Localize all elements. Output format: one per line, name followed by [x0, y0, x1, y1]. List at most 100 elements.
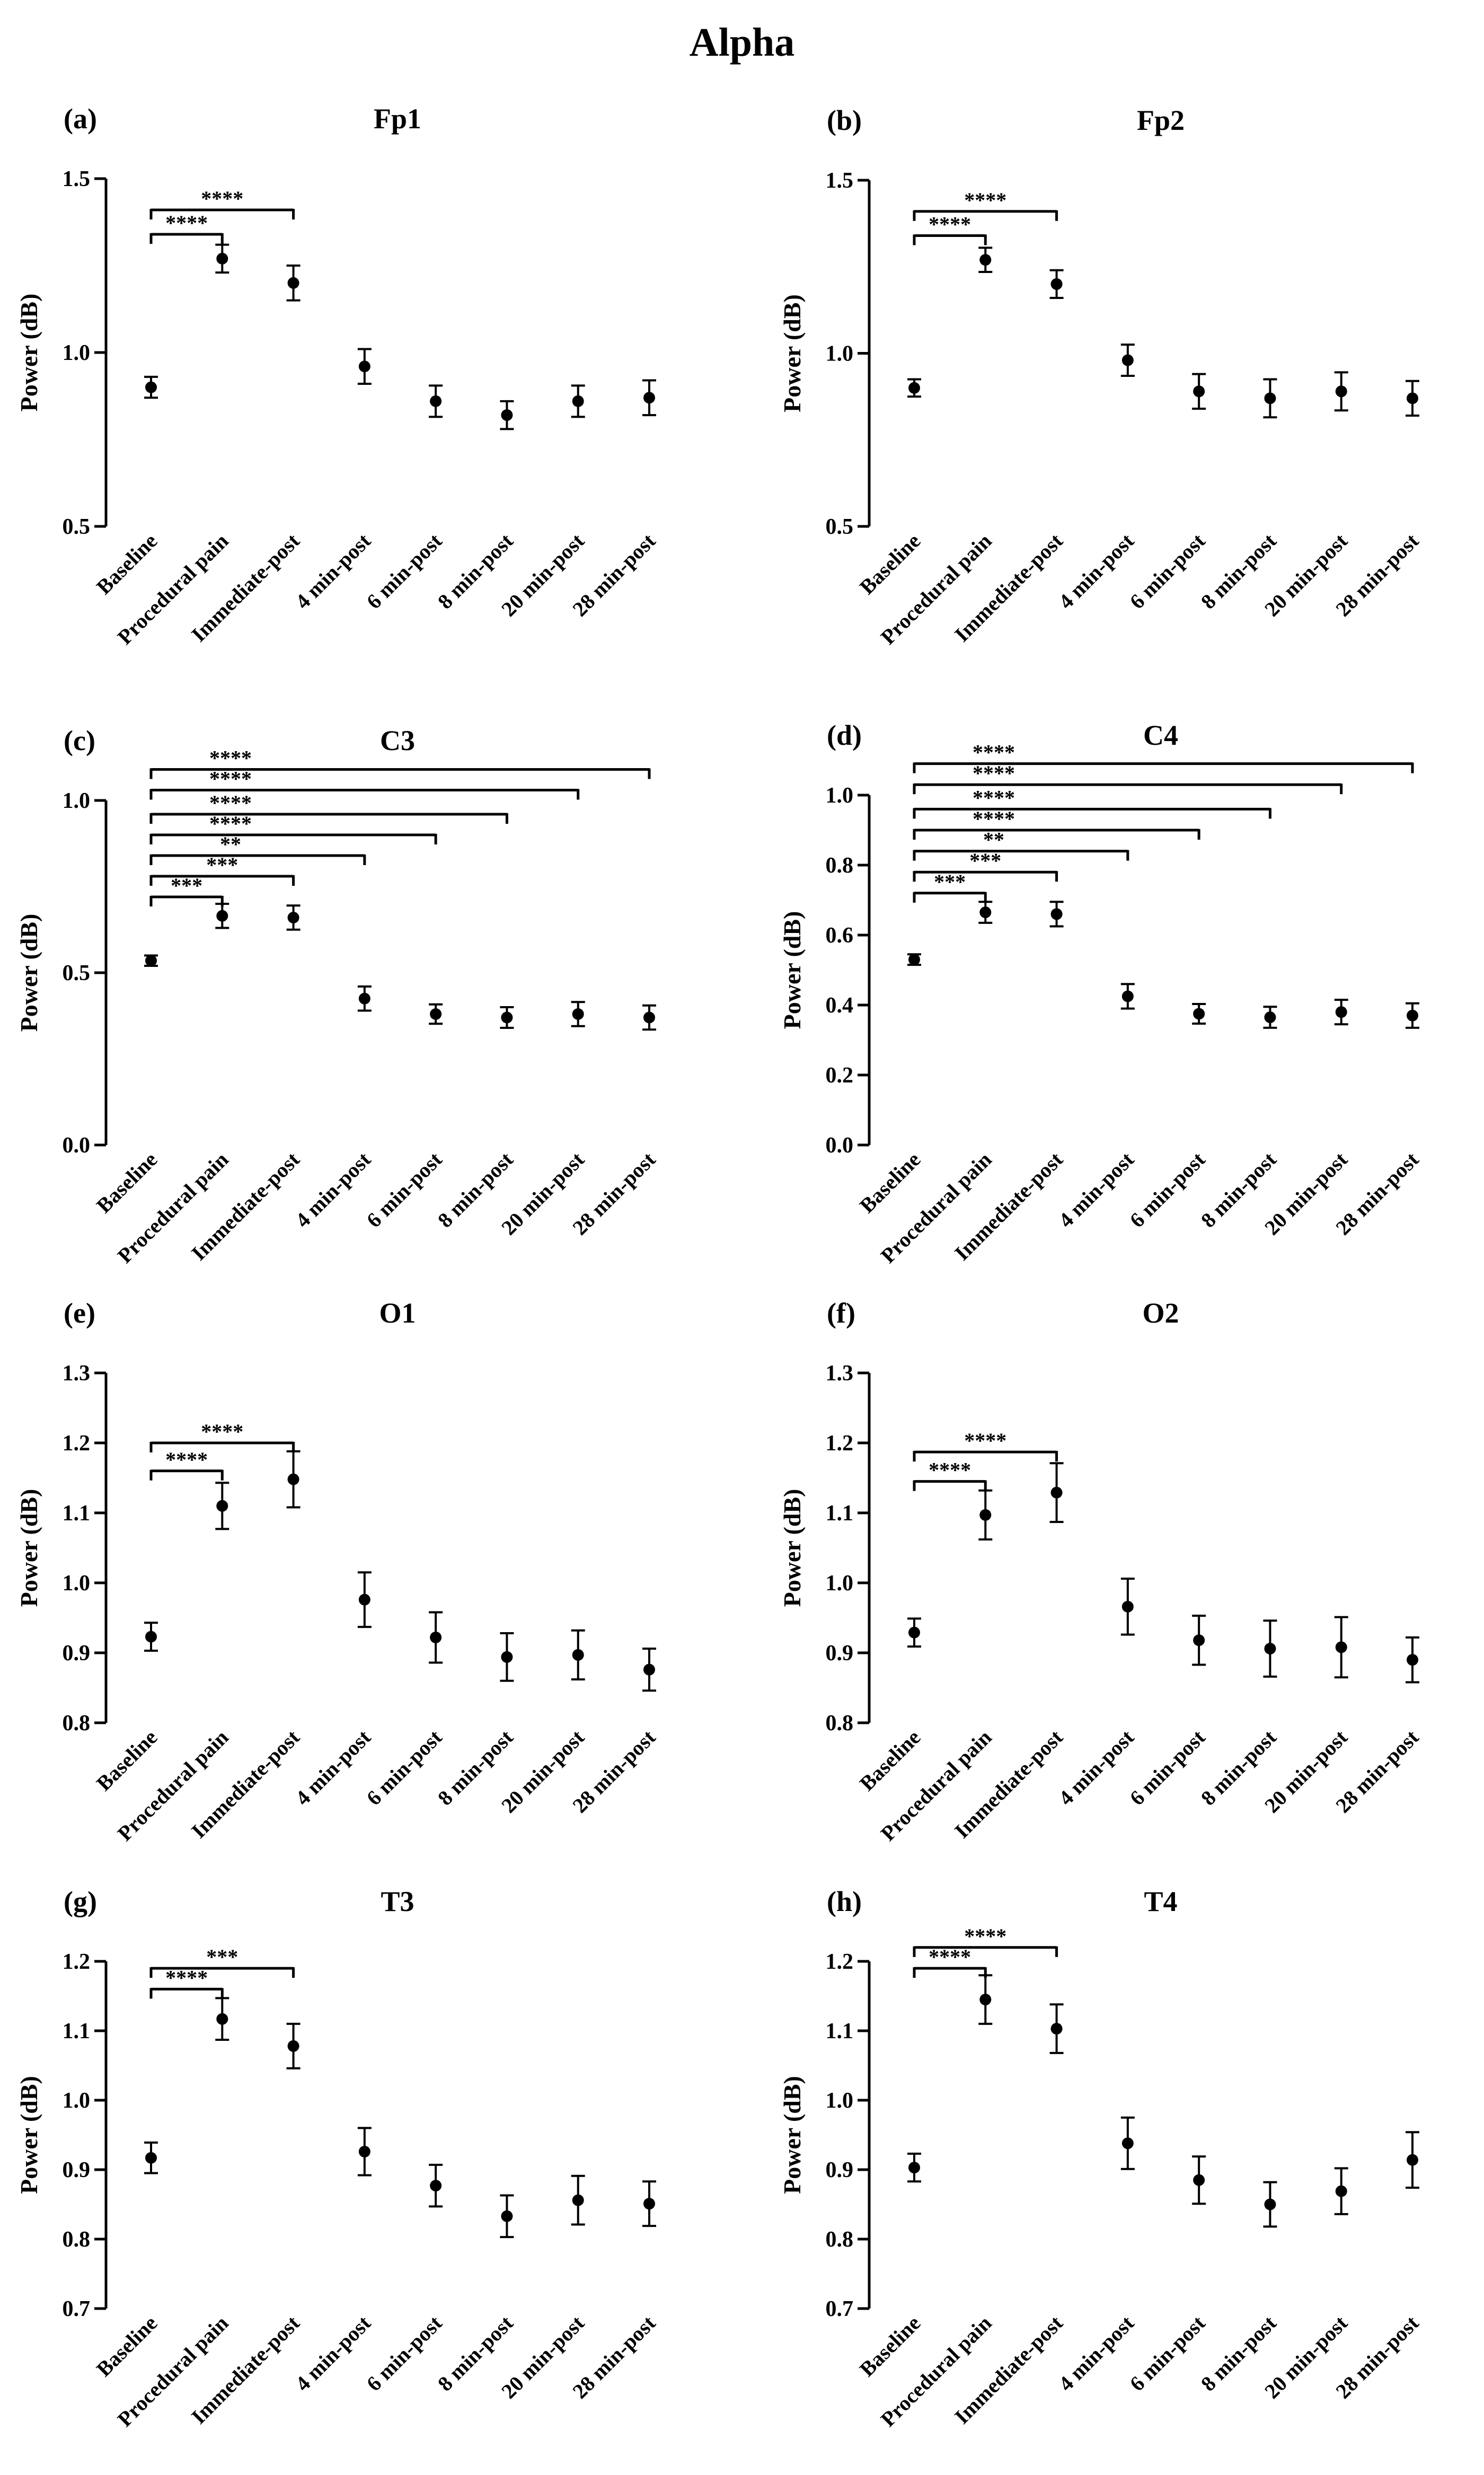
x-tick-label: Baseline: [92, 2311, 162, 2381]
data-point: [979, 254, 992, 266]
significance-label: ****: [964, 1429, 1006, 1452]
data-point: [572, 395, 584, 407]
data-point: [145, 955, 157, 967]
y-axis-label: Power (dB): [15, 914, 42, 1032]
significance-label: ****: [209, 791, 252, 815]
panel-o1: (e) O1 0.8 0.9 1.0 1.1 1.2 1.3 Power (dB) Baselin…: [15, 1297, 660, 1845]
x-tick-label: 4 min-post: [290, 2311, 375, 2395]
data-point: [501, 1651, 513, 1663]
y-axis-label: Power (dB): [779, 911, 806, 1029]
data-point: [1264, 1643, 1276, 1655]
data-point: [501, 1011, 513, 1024]
panel-title: T4: [1144, 1886, 1177, 1917]
data-point: [1050, 1486, 1063, 1499]
x-tick-label: 4 min-post: [1054, 1147, 1138, 1232]
data-point: [145, 381, 157, 393]
data-point: [216, 2013, 228, 2025]
x-tick-label: 6 min-post: [362, 529, 447, 613]
x-tick-label: 6 min-post: [1125, 529, 1210, 613]
data-point: [979, 1509, 992, 1521]
x-tick-label: Baseline: [92, 529, 162, 599]
y-tick-label: 0.5: [63, 961, 91, 985]
panel-t4: (h) T4 0.7 0.8 0.9 1.0 1.1 1.2 Power (dB) Baselin…: [779, 1886, 1424, 2431]
data-point: [430, 395, 442, 407]
y-tick-label: 1.1: [63, 1501, 91, 1526]
y-tick-label: 1.0: [826, 342, 854, 366]
panel-c4: (d) C4 0.0 0.2 0.4 0.6 0.8 1.0 Power (dB) Baselin…: [779, 719, 1424, 1267]
y-tick-label: 0.8: [826, 1711, 854, 1736]
y-tick-label: 0.8: [826, 853, 854, 878]
data-point: [643, 392, 655, 404]
data-point: [1121, 1600, 1134, 1613]
data-point: [358, 992, 370, 1005]
y-axis-label: Power (dB): [779, 294, 806, 412]
y-tick-label: 1.2: [63, 1950, 91, 1974]
y-tick-label: 1.5: [826, 169, 854, 193]
x-tick-label: 6 min-post: [362, 1725, 447, 1810]
data-point: [643, 2198, 655, 2210]
significance-label: ****: [165, 1966, 208, 1989]
y-tick-label: 0.7: [63, 2297, 91, 2321]
data-point: [145, 2152, 157, 2164]
panel-t3: (g) T3 0.7 0.8 0.9 1.0 1.1 1.2 Power (dB) Baselin…: [15, 1886, 660, 2431]
x-tick-label: 6 min-post: [1125, 1725, 1210, 1810]
data-point: [1264, 392, 1276, 404]
y-tick-label: 1.2: [826, 1950, 854, 1974]
y-tick-label: 1.0: [63, 1571, 91, 1596]
data-point: [908, 2162, 920, 2174]
data-point: [1335, 1006, 1347, 1018]
x-tick-label: Baseline: [855, 1725, 925, 1795]
panel-label: (d): [827, 719, 862, 751]
data-point: [287, 1473, 299, 1485]
data-point: [643, 1663, 655, 1676]
y-tick-label: 0.5: [63, 515, 91, 539]
x-tick-label: 4 min-post: [1054, 529, 1138, 613]
data-point: [358, 1593, 370, 1606]
y-tick-label: 0.8: [63, 1711, 91, 1736]
data-point: [1407, 392, 1418, 404]
panel-title: C3: [380, 725, 415, 756]
y-tick-label: 1.0: [63, 789, 91, 813]
data-point: [1407, 1654, 1418, 1666]
data-point: [1264, 2198, 1276, 2210]
data-point: [287, 2040, 299, 2052]
data-point: [1121, 354, 1134, 366]
data-point: [358, 360, 370, 373]
data-point: [908, 954, 920, 966]
y-tick-label: 1.3: [63, 1361, 91, 1386]
data-point: [430, 2180, 442, 2192]
x-tick-label: 6 min-post: [362, 2311, 447, 2395]
x-tick-label: 6 min-post: [1125, 2311, 1210, 2395]
data-point: [1050, 278, 1063, 290]
data-point: [1121, 990, 1134, 1002]
significance-label: ****: [165, 1448, 208, 1472]
y-tick-label: 0.0: [826, 1133, 854, 1158]
data-point: [1335, 2185, 1347, 2197]
y-tick-label: 0.8: [63, 2227, 91, 2252]
significance-label: ***: [934, 870, 966, 894]
y-tick-label: 0.9: [63, 1641, 91, 1666]
data-point: [287, 277, 299, 289]
x-tick-label: 4 min-post: [1054, 2311, 1138, 2395]
data-point: [501, 409, 513, 421]
x-tick-label: 6 min-post: [362, 1147, 447, 1232]
panel-label: (f): [827, 1297, 855, 1329]
data-point: [979, 906, 992, 919]
panel-title: Fp2: [1137, 104, 1185, 136]
data-point: [572, 1008, 584, 1020]
x-tick-label: 4 min-post: [290, 1725, 375, 1810]
data-point: [1335, 1641, 1347, 1653]
y-tick-label: 0.7: [826, 2297, 854, 2321]
y-tick-label: 1.1: [826, 2019, 854, 2044]
y-tick-label: 0.9: [826, 2158, 854, 2182]
panel-label: (g): [64, 1886, 97, 1917]
significance-label: **: [983, 828, 1004, 852]
panel-label: (c): [64, 725, 95, 756]
panel-title: O2: [1142, 1297, 1179, 1329]
y-tick-label: 1.2: [63, 1431, 91, 1456]
y-axis-label: Power (dB): [779, 1489, 806, 1607]
data-point: [358, 2145, 370, 2157]
